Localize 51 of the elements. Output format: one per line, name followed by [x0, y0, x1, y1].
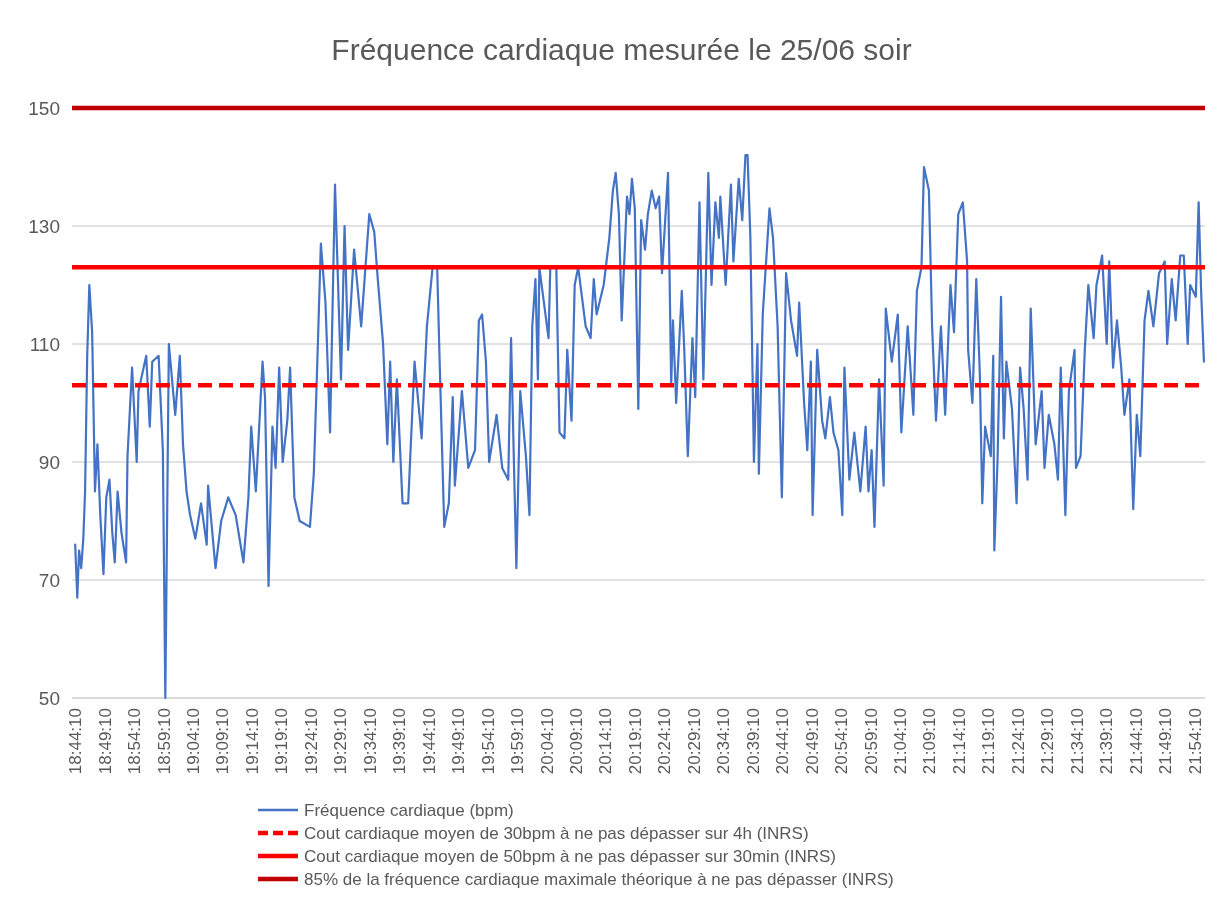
x-tick-label: 19:44:10 — [419, 708, 439, 775]
x-tick-label: 21:24:10 — [1008, 708, 1028, 775]
x-tick-label: 21:34:10 — [1067, 708, 1087, 775]
chart-title: Fréquence cardiaque mesurée le 25/06 soir — [331, 33, 912, 66]
x-tick-label: 20:09:10 — [566, 708, 586, 775]
x-tick-label: 19:49:10 — [449, 708, 469, 775]
x-tick-label: 19:19:10 — [272, 708, 292, 775]
x-tick-label: 20:59:10 — [861, 708, 881, 775]
x-tick-label: 21:49:10 — [1156, 708, 1176, 775]
x-tick-label: 20:04:10 — [537, 708, 557, 775]
x-tick-label: 20:49:10 — [802, 708, 822, 775]
x-tick-label: 18:54:10 — [125, 708, 145, 775]
x-tick-label: 21:29:10 — [1038, 708, 1058, 775]
x-tick-label: 19:59:10 — [508, 708, 528, 775]
line-series — [74, 154, 1206, 700]
y-tick-label: 90 — [38, 451, 60, 473]
y-tick-label: 70 — [38, 569, 60, 591]
x-tick-label: 19:34:10 — [360, 708, 380, 775]
x-tick-label: 21:19:10 — [979, 708, 999, 775]
x-tick-label: 20:24:10 — [655, 708, 675, 775]
x-tick-label: 19:54:10 — [478, 708, 498, 775]
y-tick-label: 50 — [38, 687, 60, 709]
x-tick-label: 21:54:10 — [1185, 708, 1205, 775]
legend-label: Cout cardiaque moyen de 30bpm à ne pas dépasser sur 4h (INRS) — [304, 823, 809, 843]
x-tick-label: 21:04:10 — [891, 708, 911, 775]
legend-label: Cout cardiaque moyen de 50bpm à ne pas dépasser sur 30min (INRS) — [304, 846, 837, 866]
y-tick-label: 130 — [28, 215, 60, 237]
x-tick-label: 20:54:10 — [832, 708, 852, 775]
x-tick-label: 20:14:10 — [596, 708, 616, 775]
x-tick-label: 19:14:10 — [242, 708, 262, 775]
legend-label: Fréquence cardiaque (bpm) — [304, 800, 514, 820]
x-tick-label: 19:29:10 — [331, 708, 351, 775]
x-tick-label: 18:49:10 — [95, 708, 115, 775]
x-tick-label: 19:39:10 — [390, 708, 410, 775]
x-tick-label: 19:24:10 — [301, 708, 321, 775]
x-tick-label: 20:29:10 — [684, 708, 704, 775]
x-tick-label: 20:19:10 — [625, 708, 645, 775]
legend-label: 85% de la fréquence cardiaque maximale théorique à ne pas dépasser (INRS) — [304, 869, 894, 889]
x-tick-label: 21:39:10 — [1097, 708, 1117, 775]
x-tick-label: 21:44:10 — [1126, 708, 1146, 775]
x-tick-label: 20:39:10 — [743, 708, 763, 775]
x-tick-label: 18:59:10 — [154, 708, 174, 775]
x-tick-label: 21:14:10 — [949, 708, 969, 775]
x-tick-label: 18:44:10 — [66, 708, 86, 775]
x-tick-label: 19:04:10 — [183, 708, 203, 775]
x-tick-label: 19:09:10 — [213, 708, 233, 775]
x-tick-label: 20:34:10 — [714, 708, 734, 775]
y-tick-label: 150 — [28, 97, 60, 119]
x-tick-label: 21:09:10 — [920, 708, 940, 775]
x-tick-label: 20:44:10 — [773, 708, 793, 775]
y-tick-label: 110 — [29, 333, 60, 355]
